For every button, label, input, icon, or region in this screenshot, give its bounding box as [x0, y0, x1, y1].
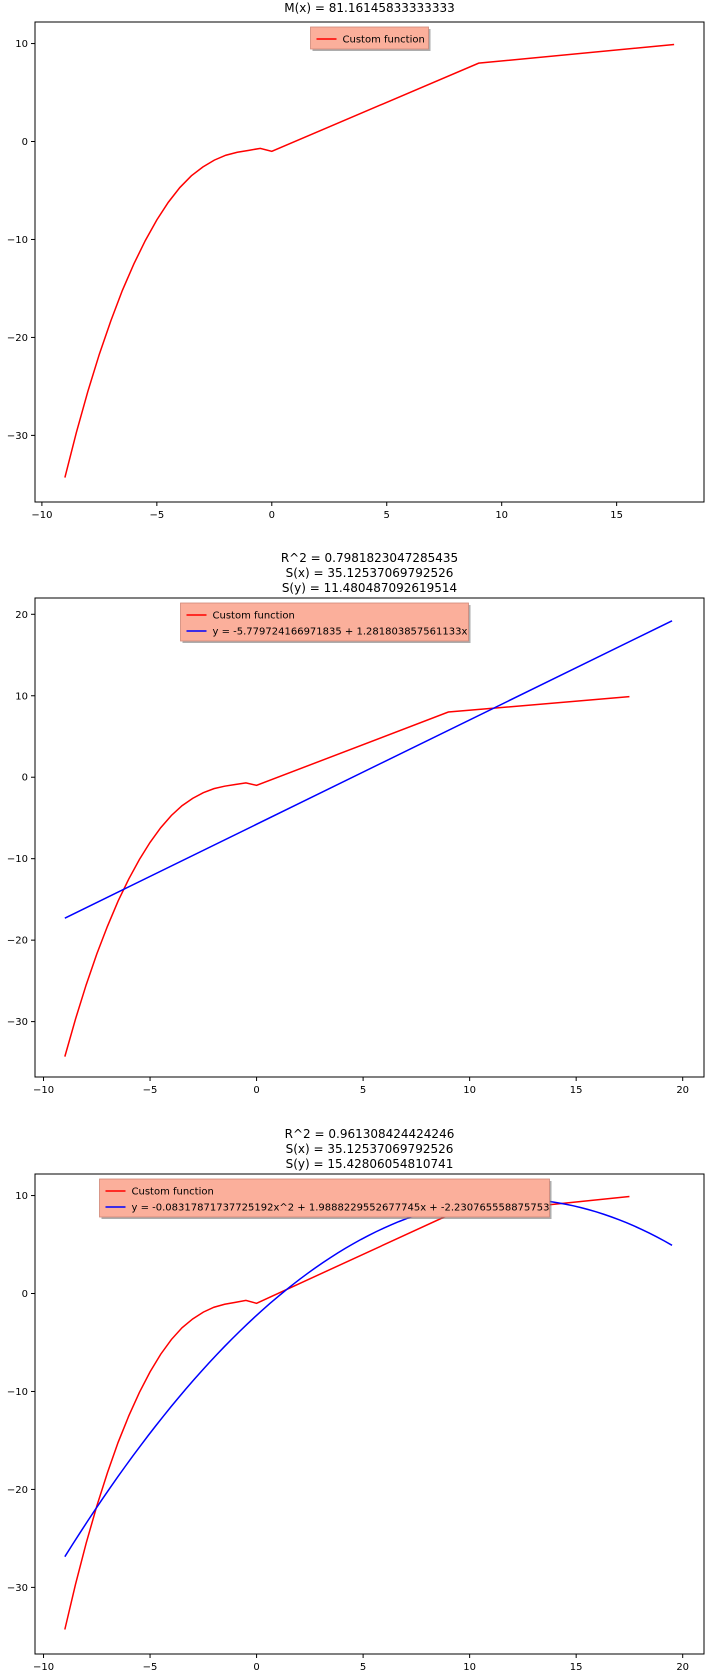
y-tick-label: −10	[7, 1387, 28, 1398]
y-tick-label: −10	[7, 854, 28, 865]
series-line-1	[64, 1195, 630, 1630]
legend-box	[99, 1178, 550, 1218]
x-tick-label: −5	[143, 1662, 158, 1673]
y-tick-label: 10	[15, 1191, 28, 1202]
chart-title-line: M(x) = 81.16145833333333	[284, 1, 454, 15]
x-tick-label: 15	[570, 1085, 583, 1096]
legend-label: y = -0.08317871737725192x^2 + 1.98882295…	[132, 1203, 550, 1214]
y-tick-label: 0	[22, 1289, 28, 1300]
legend-label: Custom function	[343, 35, 425, 46]
x-tick-label: 10	[463, 1662, 476, 1673]
x-tick-label: 10	[463, 1085, 476, 1096]
chart-1: M(x) = 81.16145833333333 −10 −5 0 5 10 15 −30 −2…	[7, 1, 705, 521]
x-tick-label: −5	[143, 1085, 158, 1096]
legend-label: y = -5.779724166971835 + 1.2818038575611…	[213, 627, 468, 638]
x-tick-label: 0	[269, 510, 275, 521]
legend: Custom function y = -0.08317871737725192x…	[99, 1178, 552, 1219]
y-tick-label: −20	[7, 1485, 28, 1496]
x-tick-label: 0	[253, 1085, 259, 1096]
x-tick-label: 5	[360, 1085, 366, 1096]
legend: Custom function y = -5.779724166971835 + …	[180, 602, 471, 643]
y-tick-label: −30	[7, 1583, 28, 1594]
y-tick-label: −20	[7, 333, 28, 344]
y-tick-label: −20	[7, 936, 28, 947]
chart-title-line: S(x) = 35.12537069792526	[286, 1142, 454, 1156]
x-tick-label: 15	[570, 1662, 583, 1673]
y-tick-label: 0	[22, 773, 28, 784]
x-tick-label: 5	[360, 1662, 366, 1673]
chart-title-line: R^2 = 0.7981823047285435	[281, 551, 458, 565]
y-tick-label: 0	[22, 137, 28, 148]
chart-title-line: R^2 = 0.961308424424246	[285, 1127, 455, 1141]
y-tick-label: −30	[7, 1017, 28, 1028]
legend: Custom function	[310, 26, 431, 51]
legend-label: Custom function	[132, 1187, 214, 1198]
chart-title-line: S(y) = 15.42806054810741	[286, 1157, 454, 1171]
x-tick-label: 0	[253, 1662, 259, 1673]
legend-box	[180, 602, 469, 642]
x-tick-label: 10	[495, 510, 508, 521]
x-tick-label: 20	[676, 1662, 689, 1673]
x-tick-label: 5	[384, 510, 390, 521]
y-tick-label: 10	[15, 691, 28, 702]
y-tick-label: 20	[15, 610, 28, 621]
legend-box	[310, 26, 429, 50]
chart-title-line: S(x) = 35.12537069792526	[286, 566, 454, 580]
y-tick-label: −10	[7, 235, 28, 246]
x-tick-label: −10	[33, 1662, 54, 1673]
series-line-2	[64, 620, 673, 919]
x-tick-label: −5	[149, 510, 164, 521]
x-tick-label: 20	[676, 1085, 689, 1096]
y-tick-label: −30	[7, 431, 28, 442]
legend-label: Custom function	[213, 611, 295, 622]
axes-frame	[34, 1173, 705, 1655]
series-line-1	[64, 695, 630, 1057]
axes-frame	[34, 21, 705, 503]
axes-frame	[34, 597, 705, 1078]
x-tick-label: −10	[33, 1085, 54, 1096]
chart-title-line: S(y) = 11.480487092619514	[282, 581, 457, 595]
x-tick-label: 15	[610, 510, 623, 521]
series-line-1	[64, 43, 675, 478]
series-line-2	[64, 1198, 673, 1558]
x-tick-label: −10	[31, 510, 52, 521]
y-tick-label: 10	[15, 39, 28, 50]
